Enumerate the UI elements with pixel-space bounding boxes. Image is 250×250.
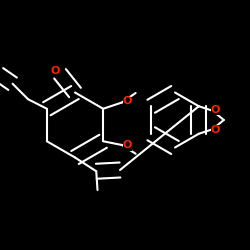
- Text: O: O: [211, 125, 220, 135]
- Text: O: O: [211, 105, 220, 115]
- Text: O: O: [123, 96, 132, 106]
- Text: O: O: [51, 66, 60, 76]
- Text: O: O: [123, 140, 132, 150]
